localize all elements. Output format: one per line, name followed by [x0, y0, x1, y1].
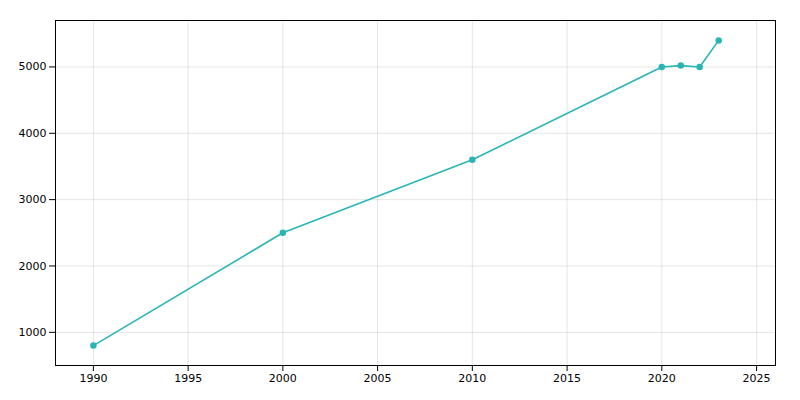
svg-text:2005: 2005: [364, 372, 392, 385]
svg-text:1990: 1990: [79, 372, 107, 385]
svg-text:2025: 2025: [743, 372, 771, 385]
svg-text:1995: 1995: [174, 372, 202, 385]
svg-text:2000: 2000: [269, 372, 297, 385]
svg-text:5000: 5000: [19, 60, 47, 73]
svg-text:2010: 2010: [458, 372, 486, 385]
svg-text:2020: 2020: [648, 372, 676, 385]
svg-text:3000: 3000: [19, 193, 47, 206]
svg-text:2000: 2000: [19, 260, 47, 273]
svg-text:2015: 2015: [553, 372, 581, 385]
svg-text:1000: 1000: [19, 326, 47, 339]
svg-text:4000: 4000: [19, 127, 47, 140]
